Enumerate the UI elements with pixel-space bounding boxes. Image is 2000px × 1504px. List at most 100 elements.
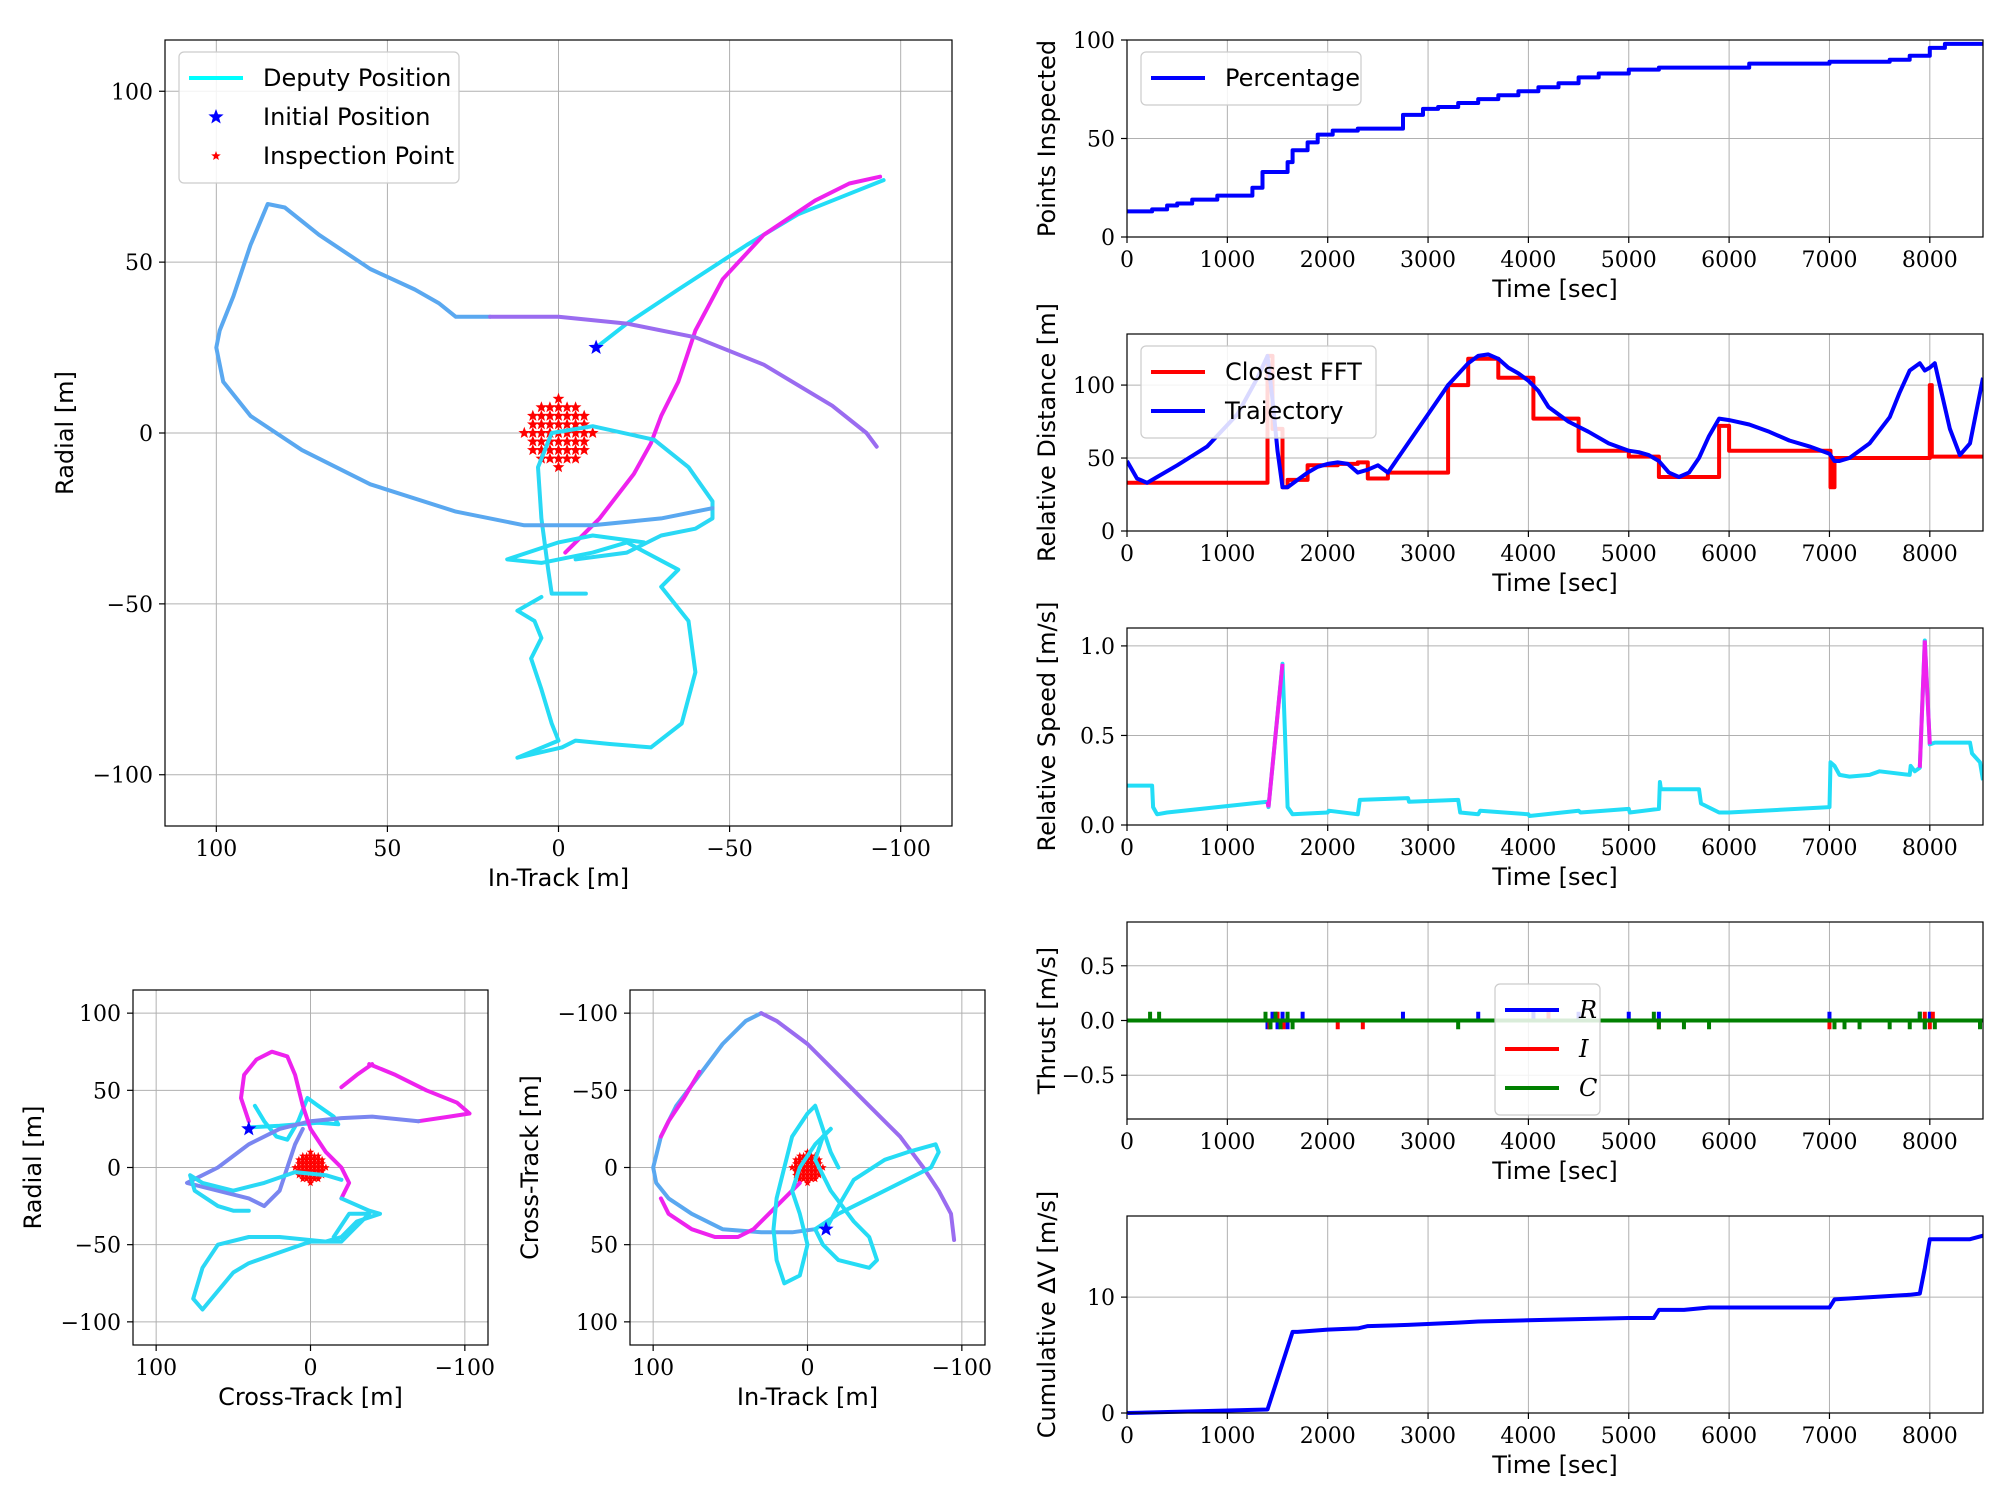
y-tick-label: 50 [1087,128,1115,153]
axes-frame [132,989,489,1346]
x-tick-label: 1000 [1199,248,1255,273]
inspection-point [811,1167,819,1175]
legend-label: Percentage [1225,64,1360,92]
y-tick-label: −50 [107,593,153,618]
inspection-point [803,1163,812,1171]
inspection-point [792,1155,800,1163]
inspection-point [310,1163,319,1171]
inspection-point [306,1148,315,1156]
x-tick-label: 2000 [1300,1424,1356,1449]
inspection-point [535,443,548,456]
axes-frame [629,989,986,1346]
x-tick-label: 6000 [1701,542,1757,567]
y-tick-label: −100 [558,1002,618,1027]
inspection-point [578,435,590,447]
inspection-point [552,461,565,473]
x-tick-label: 8000 [1902,248,1958,273]
inspection-point [544,409,556,421]
y-axis-label: Thrust [m/s] [1033,947,1061,1095]
inspection-point [811,1171,819,1179]
inspection-point [586,426,599,438]
inspection-point [318,1159,326,1167]
trajectory-lines [185,1049,472,1312]
inspection-point [807,1171,816,1179]
trajectory-segment [488,314,879,449]
x-tick-label: 6000 [1701,248,1757,273]
inspection-point [792,1167,800,1175]
legend-box [1140,345,1377,439]
y-tick-label: 0.0 [1080,814,1115,839]
y-tick-label: 0 [107,1157,121,1182]
x-tick-label: 3000 [1400,248,1456,273]
inspection-point [792,1159,800,1167]
inspection-point [306,1178,315,1187]
inspection-point [291,1163,299,1171]
x-tick-label: 3000 [1400,542,1456,567]
x-tick-label: 6000 [1701,1130,1757,1155]
inspection-point [796,1159,804,1167]
legend-box [178,51,460,184]
x-tick-label: 100 [195,837,237,862]
inspection-point [799,1151,808,1160]
y-tick-label: 100 [111,80,153,105]
inspection-point [314,1155,322,1163]
trajectory-segment [239,1049,352,1201]
x-tick-label: 8000 [1902,1130,1958,1155]
axes-frame [164,39,953,827]
inspection-point [803,1171,812,1179]
x-tick-label: −100 [435,1356,495,1381]
inspection-point [819,1163,827,1171]
x-tick-label: 4000 [1500,248,1556,273]
inspection-point [527,435,539,447]
inspection-point [796,1175,804,1183]
inspection-point [535,435,548,447]
trajectory-segment [563,174,883,555]
inspection-point [792,1163,800,1171]
legend-label: Deputy Position [263,64,451,92]
x-axis-label: Cross-Track [m] [218,1383,403,1411]
initial-position-marker [241,1120,257,1136]
inspection-point [302,1155,311,1163]
inspection-point [799,1163,808,1171]
inspection-point [552,409,565,421]
x-tick-label: 3000 [1400,836,1456,861]
x-tick-label: 5000 [1601,542,1657,567]
y-tick-label: 0.0 [1080,1010,1115,1035]
inspection-point [535,418,548,430]
x-tick-label: 100 [135,1356,177,1381]
x-axis-label: Time [sec] [1491,275,1618,303]
inspection-point [527,409,539,421]
inspection-point [569,418,582,430]
inspection-point [578,418,590,430]
legend-label: I [1578,1035,1589,1063]
inspection-point [299,1159,307,1167]
inspection-point [569,426,582,438]
trajectory-segment [536,424,715,596]
x-axis-label: In-Track [m] [488,864,629,892]
series-lines [1127,638,1983,818]
axes-frame [1126,1215,1984,1414]
y-tick-label: −0.5 [1062,1064,1115,1089]
inspection-point [314,1151,322,1160]
chart-p3: 100 0 −100 −100 −50 0 50 100 In-Track [m] Cross-T… [516,989,992,1411]
series-line-Cumulative-∆V [1127,1233,1983,1415]
inspection-point [803,1148,812,1156]
y-tick-label: −100 [61,1311,121,1336]
inspection-point [310,1159,319,1167]
trajectory-segment [771,1103,841,1286]
legend-label: Inspection Point [263,142,454,170]
inspection-point [807,1167,816,1175]
inspection-point [815,1171,823,1179]
inspection-point [578,409,590,421]
x-tick-label: 6000 [1701,1424,1757,1449]
inspection-point [314,1163,322,1171]
trajectory-segment [505,533,698,760]
trajectory-segment [759,1011,957,1242]
inspection-point [807,1155,816,1163]
inspection-point [552,392,565,404]
x-tick-label: 0 [1120,836,1134,861]
legend: RIC [1494,983,1601,1116]
x-tick-label: 4000 [1500,542,1556,567]
legend-marker-swatch [208,109,224,124]
